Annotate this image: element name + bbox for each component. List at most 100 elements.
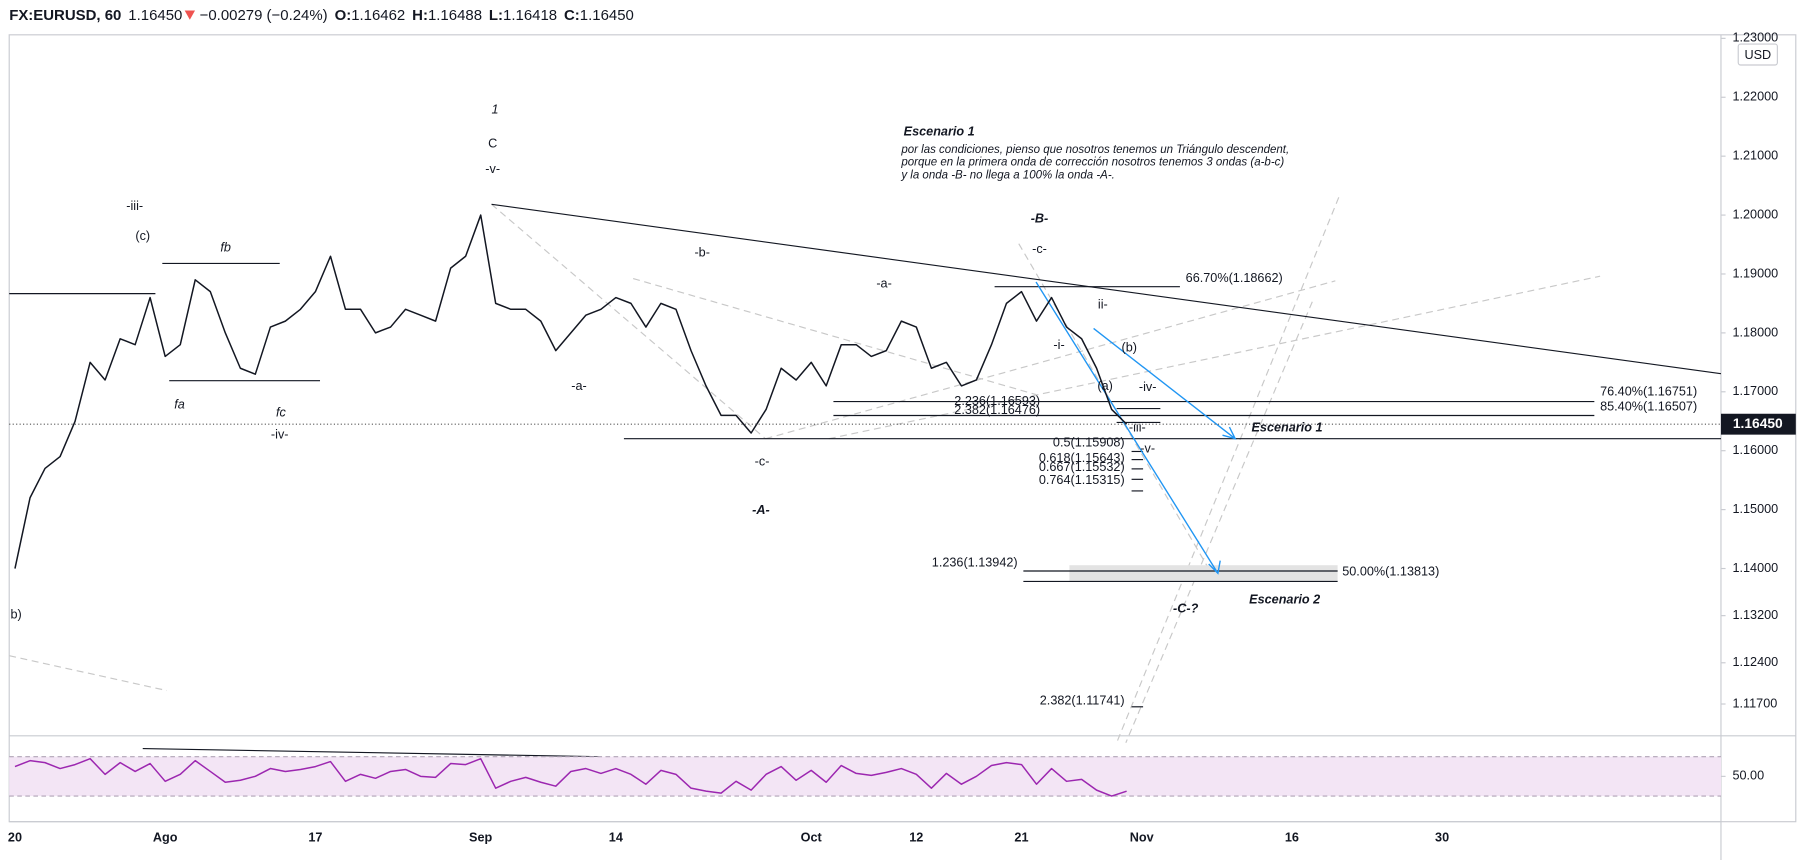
annotation: -v- [1140, 440, 1155, 455]
annotation: -A- [752, 502, 770, 517]
annotation: y la onda -B- no llega a 100% la onda -A… [900, 169, 1115, 181]
annotation: -i- [1053, 337, 1064, 352]
y-tick-label: 1.14000 [1732, 560, 1778, 575]
annotation: 85.40%(1.16507) [1600, 399, 1697, 414]
x-tick-label: Ago [153, 829, 178, 844]
annotation: (b) [1122, 340, 1137, 355]
annotation: 50.00%(1.13813) [1342, 563, 1439, 578]
last-price-box [1720, 413, 1796, 435]
annotation: -iii- [1129, 420, 1146, 435]
annotation: C [488, 135, 497, 150]
annotation: ii- [1098, 297, 1108, 312]
y-tick-label: 1.20000 [1732, 206, 1778, 221]
annotation: 76.40%(1.16751) [1600, 384, 1697, 399]
annotation: 1 [491, 102, 498, 117]
price-line [14, 757, 1127, 797]
annotation: -iv- [1139, 379, 1157, 394]
annotation: Escenario 2 [1249, 591, 1320, 606]
rsi-trend-line [142, 748, 599, 758]
y-tick-label: 1.13200 [1732, 607, 1778, 622]
down-arrow-icon [184, 10, 196, 20]
x-tick-label: 30 [1435, 829, 1449, 844]
y-tick-label: 1.22000 [1732, 89, 1778, 104]
annotation: 0.5(1.15908) [1053, 435, 1125, 450]
header-text: 1.16450 [128, 7, 182, 24]
header-text: H: [412, 7, 428, 24]
fib-ticks [142, 450, 1338, 758]
rsi-band [9, 756, 1721, 797]
dashed-line [765, 280, 1336, 440]
annotation: 2.236(1.16593) [954, 393, 1040, 408]
header-text: O: [335, 7, 352, 24]
y-tick-label: 1.12400 [1732, 654, 1778, 669]
y-tick-label: 1.23000 [1732, 30, 1778, 45]
annotation: 2.382(1.16476) [954, 402, 1040, 417]
dashed-line [9, 655, 168, 692]
scenario-arrows [1035, 281, 1237, 575]
annotation: por las condiciones, pienso que nosotros… [900, 144, 1289, 156]
arrow [1035, 281, 1221, 575]
x-tick-label: 20 [8, 829, 22, 844]
y-tick-label: 50.00 [1732, 768, 1764, 783]
currency-label: USD [1744, 47, 1771, 62]
header-text: C: [564, 7, 580, 24]
x-tick-label: Nov [1130, 829, 1155, 844]
annotation: Escenario 1 [1251, 420, 1322, 435]
y-tick-label: 1.11700 [1732, 695, 1777, 710]
y-tick-label: 1.16000 [1732, 442, 1778, 457]
x-tick-label: 21 [1014, 829, 1028, 844]
header-text: 1.16418 [503, 7, 557, 24]
currency-box [1737, 43, 1778, 66]
y-tick-label: 1.19000 [1732, 265, 1778, 280]
annotation: -a- [876, 276, 891, 291]
annotation: 0.667(1.15532) [1039, 459, 1125, 474]
y-tick-label: 1.21000 [1732, 147, 1778, 162]
header-text: 1.16450 [580, 7, 634, 24]
x-tick-label: Sep [469, 829, 492, 844]
trend-line [491, 203, 1722, 375]
y-tick-label: 1.17000 [1732, 383, 1778, 398]
annotation: -iv- [271, 427, 289, 442]
last-price-label: 1.16450 [1733, 415, 1783, 431]
annotation: 2.382(1.11741) [1040, 692, 1125, 707]
x-tick-label: 14 [609, 829, 623, 844]
dashed-line [1116, 197, 1340, 744]
annotation: b) [10, 606, 21, 621]
annotation: fb [220, 240, 231, 255]
price-line [14, 214, 1128, 569]
header-text: 1.16462 [351, 7, 405, 24]
annotation: Escenario 1 [904, 124, 975, 139]
annotation: -C-? [1173, 601, 1199, 616]
dashed-line [491, 203, 766, 440]
dashed-line [632, 277, 1037, 396]
annotation: 0.764(1.15315) [1039, 472, 1125, 487]
y-tick-label: 1.15000 [1732, 501, 1778, 516]
annotation: fa [174, 396, 185, 411]
annotation: porque en la primera onda de corrección … [900, 157, 1284, 169]
annotation: 66.70%(1.18662) [1186, 270, 1283, 285]
annotation: -c- [755, 453, 770, 468]
target-zone [1069, 565, 1338, 582]
header-text: FX:EURUSD, 60 [9, 7, 121, 24]
annotation: fc [276, 404, 286, 419]
x-tick-label: 12 [909, 829, 923, 844]
annotation: 0.618(1.15643) [1039, 450, 1125, 465]
annotation: -iii- [126, 198, 143, 213]
drawings [9, 203, 1722, 440]
x-tick-label: Oct [801, 829, 823, 844]
annotation: (a) [1097, 378, 1112, 393]
header-text: −0.00279 (−0.24%) [200, 7, 328, 24]
dashed-line [1125, 301, 1313, 744]
x-tick-label: 17 [308, 829, 322, 844]
annotation: 1.236(1.13942) [932, 554, 1018, 569]
annotation: -v- [485, 161, 500, 176]
dashed-lines [9, 197, 1601, 744]
arrow [1093, 327, 1237, 440]
annotation: (c) [135, 228, 150, 243]
y-tick-label: 1.18000 [1732, 324, 1778, 339]
dashed-line [828, 275, 1601, 440]
annotation: -a- [571, 378, 586, 393]
header-text: 1.16488 [428, 7, 482, 24]
